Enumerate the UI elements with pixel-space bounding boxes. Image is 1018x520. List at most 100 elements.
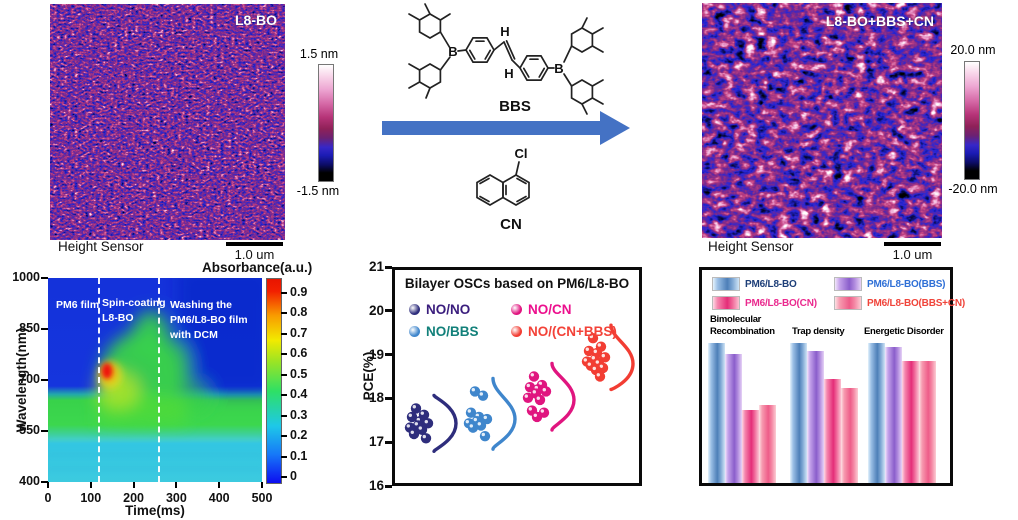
data-point-highlight — [410, 430, 414, 435]
data-point — [479, 430, 491, 442]
data-point-highlight — [587, 362, 591, 366]
data-point — [594, 371, 606, 382]
colorbar-tick — [281, 292, 287, 294]
colorbar-max-label: 1.5 nm — [299, 47, 339, 61]
colorbar-tick-label: 0 — [290, 469, 297, 483]
scale-bar — [226, 242, 283, 246]
afm-sample-label: L8-BO — [235, 12, 277, 28]
data-point-highlight — [526, 383, 530, 388]
y-axis-tick-label: 20 — [368, 302, 384, 318]
legend-swatch — [834, 277, 862, 291]
height-sensor-label: Height Sensor — [708, 239, 794, 254]
annotation-line: L8-BO — [102, 312, 134, 324]
legend-label: NO/BBS — [426, 323, 479, 339]
y-axis-tick — [385, 309, 392, 313]
colorbar-tick-label: 0.6 — [290, 346, 308, 361]
annotation-line: PM6/L8-BO film — [170, 314, 248, 326]
mesityl-ring — [418, 13, 442, 39]
legend-item: PM6/L8-BO — [712, 277, 834, 291]
data-point-highlight — [414, 422, 418, 426]
data-point — [467, 422, 479, 433]
x-axis-tick — [261, 482, 263, 488]
data-point-highlight — [540, 409, 544, 413]
y-axis-tick — [41, 328, 48, 330]
scatter-legend: NO/NO NO/CN NO/BBS NO/(CN+BBS) — [409, 298, 671, 342]
mesityl-ring — [570, 79, 594, 105]
legend-label: PM6/L8-BO(BBS) — [867, 278, 946, 290]
data-point-highlight — [585, 347, 589, 351]
colorbar-tick-label: 0.2 — [290, 428, 308, 443]
colorbar-tick — [281, 435, 287, 438]
colorbar-tick-label: 0.8 — [290, 305, 308, 320]
afm-texture — [702, 3, 942, 238]
bar — [708, 343, 725, 483]
y-axis-tick-label: 1000 — [12, 270, 40, 284]
height-sensor-label: Height Sensor — [58, 239, 144, 254]
data-point-highlight — [477, 422, 481, 426]
y-axis-tick — [385, 440, 392, 444]
afm-colorbar — [318, 64, 334, 182]
scale-bar-label: 1.0 um — [892, 247, 933, 262]
bar — [725, 354, 742, 483]
y-axis-tick — [385, 484, 392, 488]
phase-boundary-line — [158, 278, 161, 482]
data-point-highlight — [597, 343, 601, 347]
x-axis-tick-label: 100 — [80, 491, 102, 505]
legend-item: NO/BBS — [409, 320, 511, 342]
annotation-line: Spin-coating — [102, 297, 166, 309]
colorbar-min-label: -1.5 nm — [296, 184, 340, 198]
naphthalene-ring — [502, 174, 530, 206]
reaction-arrow — [382, 121, 600, 135]
violin-curve — [491, 376, 517, 451]
scatter-y-axis-label: PCE(%) — [361, 351, 376, 401]
bar — [742, 410, 759, 483]
y-axis-tick-label: 700 — [19, 372, 40, 386]
heatmap-annotation: Washing the PM6/L8-BO film with DCM — [170, 298, 248, 343]
bar — [902, 361, 919, 483]
legend-item: PM6/L8-BO(BBS) — [834, 277, 965, 291]
y-axis-tick — [385, 353, 392, 357]
data-point-highlight — [481, 432, 485, 437]
legend-label: NO/(CN+BBS) — [528, 323, 617, 339]
data-point-highlight — [528, 407, 532, 411]
data-point-highlight — [592, 366, 596, 371]
data-point — [534, 394, 546, 406]
x-axis-tick — [47, 482, 49, 488]
chlorine-atom-label: Cl — [515, 146, 528, 161]
scatter-data-layer — [404, 323, 635, 453]
y-axis-tick-label: 17 — [368, 434, 384, 450]
legend-label: NO/CN — [528, 301, 572, 317]
category-label: Bimolecular Recombination — [710, 314, 775, 337]
afm-sample-label: L8-BO+BBS+CN — [825, 13, 934, 29]
bar-legend: PM6/L8-BO PM6/L8-BO(BBS) PM6/L8-BO(CN) PM6/… — [712, 277, 965, 310]
colorbar-min-label: -20.0 nm — [948, 182, 998, 196]
data-point-highlight — [465, 419, 469, 424]
reaction-arrow-head — [600, 111, 630, 145]
data-point — [420, 433, 432, 444]
legend-dot-icon — [511, 303, 522, 315]
data-point-highlight — [601, 353, 605, 358]
boron-atom-label: B — [448, 44, 457, 59]
data-point-highlight — [532, 390, 536, 394]
colorbar-title: Absorbance(a.u.) — [202, 260, 313, 275]
data-point — [408, 428, 420, 440]
y-axis-tick — [385, 396, 392, 400]
y-axis-tick-label: 19 — [368, 346, 384, 362]
device-physics-bar-panel: PM6/L8-BO PM6/L8-BO(BBS) PM6/L8-BO(CN) PM6/… — [699, 267, 965, 486]
x-axis-tick — [132, 482, 135, 488]
colorbar-tick-label: 0.3 — [290, 407, 308, 422]
legend-swatch — [712, 296, 740, 310]
y-axis-tick — [41, 430, 48, 432]
y-axis-tick-label: 850 — [19, 321, 40, 335]
scale-bar-label: 1.0 um — [234, 247, 275, 262]
data-point-highlight — [467, 409, 471, 413]
colorbar-tick — [281, 353, 287, 356]
data-point-highlight — [479, 392, 483, 396]
x-axis-tick — [89, 482, 92, 488]
scatter-title: Bilayer OSCs based on PM6/L8-BO — [404, 276, 630, 291]
colorbar-tick-label: 0.1 — [290, 448, 308, 463]
colorbar-tick — [281, 476, 287, 478]
legend-label: PM6/L8-BO(CN) — [745, 297, 817, 309]
legend-label: NO/NO — [426, 301, 471, 317]
hydrogen-atom-label: H — [504, 66, 513, 81]
